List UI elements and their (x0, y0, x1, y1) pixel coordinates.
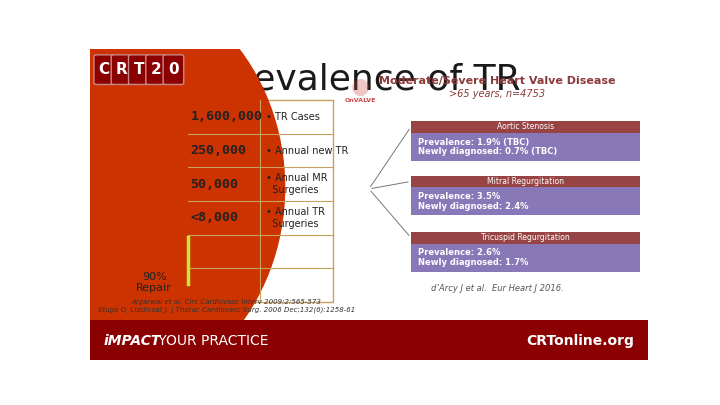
Text: R: R (116, 62, 127, 77)
Text: YOUR PRACTICE: YOUR PRACTICE (154, 334, 269, 348)
Text: Newly diagnosed: 2.4%: Newly diagnosed: 2.4% (418, 202, 528, 211)
Text: C: C (99, 62, 109, 77)
Text: • Annual new TR: • Annual new TR (266, 145, 348, 156)
Text: 0: 0 (168, 62, 179, 77)
Text: Moderate/Severe Heart Valve Disease: Moderate/Severe Heart Valve Disease (379, 77, 616, 86)
FancyBboxPatch shape (111, 55, 132, 85)
FancyBboxPatch shape (90, 320, 648, 360)
Text: 1,600,000: 1,600,000 (190, 111, 262, 124)
Text: Prevalence: 2.6%: Prevalence: 2.6% (418, 248, 500, 257)
Text: Prevalence of TR: Prevalence of TR (217, 63, 521, 97)
Text: CRTonline.org: CRTonline.org (526, 334, 634, 348)
Text: Argarwal et al. Circ Cardiovasc Interv 2009;2:565-573
Stuge O, Liddicoat J. J Th: Argarwal et al. Circ Cardiovasc Interv 2… (98, 299, 356, 313)
Ellipse shape (37, 136, 132, 239)
FancyBboxPatch shape (94, 55, 114, 85)
FancyBboxPatch shape (145, 55, 166, 85)
Ellipse shape (0, 0, 285, 405)
Text: d’Arcy J et al.  Eur Heart J 2016.: d’Arcy J et al. Eur Heart J 2016. (431, 284, 564, 293)
Text: Prevalence: 1.9% (TBC): Prevalence: 1.9% (TBC) (418, 138, 528, 147)
FancyBboxPatch shape (188, 100, 333, 302)
Ellipse shape (0, 17, 243, 357)
Text: >65 years, n=4753: >65 years, n=4753 (449, 89, 546, 99)
Text: <8,000: <8,000 (190, 211, 238, 224)
FancyBboxPatch shape (163, 55, 184, 85)
FancyBboxPatch shape (411, 121, 639, 133)
Ellipse shape (4, 102, 166, 273)
FancyBboxPatch shape (128, 55, 149, 85)
Text: 90%
Repair: 90% Repair (136, 272, 172, 293)
Text: Prevalence: 3.5%: Prevalence: 3.5% (418, 192, 500, 201)
Text: Tricuspid Regurgitation: Tricuspid Regurgitation (481, 233, 570, 242)
Ellipse shape (0, 63, 202, 312)
Text: Aortic Stenosis: Aortic Stenosis (497, 122, 554, 131)
Text: • Annual MR
  Surgeries: • Annual MR Surgeries (266, 173, 328, 195)
Text: OnVALVE: OnVALVE (345, 98, 377, 102)
Text: • TR Cases: • TR Cases (266, 112, 320, 122)
Text: 2: 2 (150, 62, 161, 77)
FancyBboxPatch shape (411, 188, 639, 215)
Text: T: T (134, 62, 144, 77)
FancyBboxPatch shape (411, 243, 639, 272)
Ellipse shape (352, 79, 369, 96)
Text: 50,000: 50,000 (190, 178, 238, 191)
Text: Mitral Regurgitation: Mitral Regurgitation (487, 177, 564, 186)
Text: • Annual TR
  Surgeries: • Annual TR Surgeries (266, 207, 325, 229)
FancyBboxPatch shape (411, 175, 639, 188)
Text: Newly diagnosed: 0.7% (TBC): Newly diagnosed: 0.7% (TBC) (418, 147, 557, 156)
Text: Newly diagnosed: 1.7%: Newly diagnosed: 1.7% (418, 258, 528, 267)
Text: iMPACT: iMPACT (104, 334, 161, 348)
FancyBboxPatch shape (411, 133, 639, 161)
Text: 250,000: 250,000 (190, 144, 246, 157)
FancyBboxPatch shape (411, 232, 639, 243)
